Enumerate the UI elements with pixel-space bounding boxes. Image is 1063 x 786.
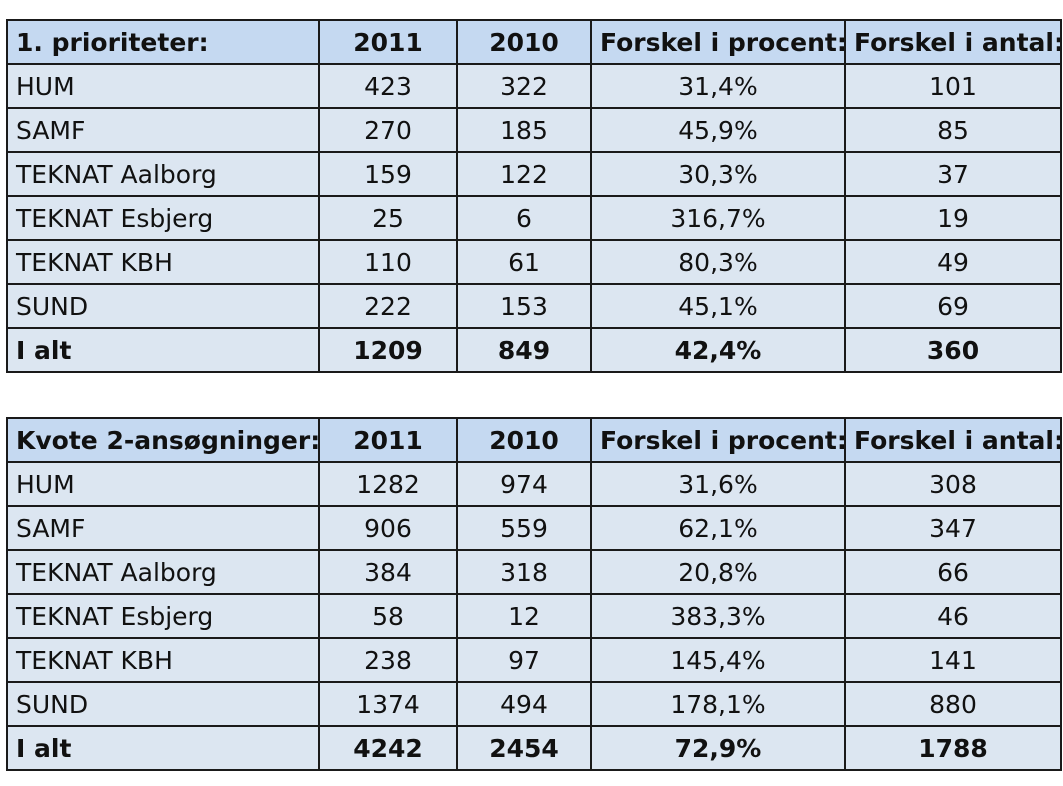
value-count-diff: 37 <box>844 151 1062 197</box>
value-percent-diff: 30,3% <box>590 151 846 197</box>
value-count-diff: 19 <box>844 195 1062 241</box>
value-percent-diff: 80,3% <box>590 239 846 285</box>
value-2010: 322 <box>456 63 592 109</box>
table-row: SUND 222 153 45,1% 69 <box>6 283 1062 329</box>
row-label: TEKNAT Esbjerg <box>6 593 320 639</box>
total-2011: 1209 <box>318 327 458 373</box>
total-row: I alt 4242 2454 72,9% 1788 <box>6 725 1062 771</box>
value-2011: 1282 <box>318 461 458 507</box>
header-cell-count-diff: Forskel i antal: <box>844 19 1062 65</box>
value-2011: 159 <box>318 151 458 197</box>
total-percent-diff: 72,9% <box>590 725 846 771</box>
row-label: TEKNAT KBH <box>6 239 320 285</box>
value-percent-diff: 178,1% <box>590 681 846 727</box>
row-label: TEKNAT Esbjerg <box>6 195 320 241</box>
total-count-diff: 1788 <box>844 725 1062 771</box>
table-row: TEKNAT KBH 238 97 145,4% 141 <box>6 637 1062 683</box>
value-count-diff: 69 <box>844 283 1062 329</box>
value-count-diff: 141 <box>844 637 1062 683</box>
value-2010: 122 <box>456 151 592 197</box>
table-header-row: Kvote 2-ansøgninger: 2011 2010 Forskel i… <box>6 417 1062 463</box>
total-count-diff: 360 <box>844 327 1062 373</box>
value-2011: 270 <box>318 107 458 153</box>
value-count-diff: 49 <box>844 239 1062 285</box>
value-2011: 25 <box>318 195 458 241</box>
value-percent-diff: 316,7% <box>590 195 846 241</box>
value-2011: 110 <box>318 239 458 285</box>
row-label: TEKNAT Aalborg <box>6 151 320 197</box>
quota-2-applications-table: Kvote 2-ansøgninger: 2011 2010 Forskel i… <box>6 417 1062 771</box>
row-label: SAMF <box>6 107 320 153</box>
value-2010: 318 <box>456 549 592 595</box>
row-label: TEKNAT KBH <box>6 637 320 683</box>
row-label: HUM <box>6 461 320 507</box>
value-2011: 222 <box>318 283 458 329</box>
value-2010: 12 <box>456 593 592 639</box>
total-label: I alt <box>6 327 320 373</box>
value-percent-diff: 20,8% <box>590 549 846 595</box>
header-cell-category: 1. prioriteter: <box>6 19 320 65</box>
header-cell-category: Kvote 2-ansøgninger: <box>6 417 320 463</box>
value-count-diff: 66 <box>844 549 1062 595</box>
table-row: TEKNAT Aalborg 384 318 20,8% 66 <box>6 549 1062 595</box>
total-label: I alt <box>6 725 320 771</box>
value-2010: 153 <box>456 283 592 329</box>
table-header-row: 1. prioriteter: 2011 2010 Forskel i proc… <box>6 19 1062 65</box>
header-cell-2010: 2010 <box>456 19 592 65</box>
table-row: SAMF 906 559 62,1% 347 <box>6 505 1062 551</box>
value-count-diff: 101 <box>844 63 1062 109</box>
table-row: HUM 423 322 31,4% 101 <box>6 63 1062 109</box>
row-label: SUND <box>6 283 320 329</box>
value-percent-diff: 45,1% <box>590 283 846 329</box>
value-count-diff: 85 <box>844 107 1062 153</box>
value-2010: 974 <box>456 461 592 507</box>
header-cell-2011: 2011 <box>318 19 458 65</box>
value-count-diff: 880 <box>844 681 1062 727</box>
value-2011: 906 <box>318 505 458 551</box>
value-count-diff: 46 <box>844 593 1062 639</box>
total-percent-diff: 42,4% <box>590 327 846 373</box>
value-2011: 423 <box>318 63 458 109</box>
value-2010: 97 <box>456 637 592 683</box>
row-label: HUM <box>6 63 320 109</box>
header-cell-percent-diff: Forskel i procent: <box>590 417 846 463</box>
header-cell-count-diff: Forskel i antal: <box>844 417 1062 463</box>
value-2010: 494 <box>456 681 592 727</box>
value-count-diff: 308 <box>844 461 1062 507</box>
value-2011: 238 <box>318 637 458 683</box>
table-row: TEKNAT Esbjerg 58 12 383,3% 46 <box>6 593 1062 639</box>
value-2010: 61 <box>456 239 592 285</box>
value-2011: 58 <box>318 593 458 639</box>
header-cell-percent-diff: Forskel i procent: <box>590 19 846 65</box>
value-2010: 6 <box>456 195 592 241</box>
total-2011: 4242 <box>318 725 458 771</box>
table-row: TEKNAT KBH 110 61 80,3% 49 <box>6 239 1062 285</box>
total-2010: 849 <box>456 327 592 373</box>
value-2010: 559 <box>456 505 592 551</box>
row-label: SUND <box>6 681 320 727</box>
value-percent-diff: 31,6% <box>590 461 846 507</box>
total-row: I alt 1209 849 42,4% 360 <box>6 327 1062 373</box>
row-label: TEKNAT Aalborg <box>6 549 320 595</box>
value-percent-diff: 31,4% <box>590 63 846 109</box>
first-priorities-table: 1. prioriteter: 2011 2010 Forskel i proc… <box>6 19 1062 373</box>
value-percent-diff: 45,9% <box>590 107 846 153</box>
value-2011: 1374 <box>318 681 458 727</box>
value-2010: 185 <box>456 107 592 153</box>
value-count-diff: 347 <box>844 505 1062 551</box>
value-percent-diff: 62,1% <box>590 505 846 551</box>
table-row: TEKNAT Esbjerg 25 6 316,7% 19 <box>6 195 1062 241</box>
value-percent-diff: 383,3% <box>590 593 846 639</box>
table-row: SAMF 270 185 45,9% 85 <box>6 107 1062 153</box>
total-2010: 2454 <box>456 725 592 771</box>
table-row: SUND 1374 494 178,1% 880 <box>6 681 1062 727</box>
table-row: TEKNAT Aalborg 159 122 30,3% 37 <box>6 151 1062 197</box>
header-cell-2010: 2010 <box>456 417 592 463</box>
header-cell-2011: 2011 <box>318 417 458 463</box>
table-row: HUM 1282 974 31,6% 308 <box>6 461 1062 507</box>
row-label: SAMF <box>6 505 320 551</box>
value-2011: 384 <box>318 549 458 595</box>
value-percent-diff: 145,4% <box>590 637 846 683</box>
